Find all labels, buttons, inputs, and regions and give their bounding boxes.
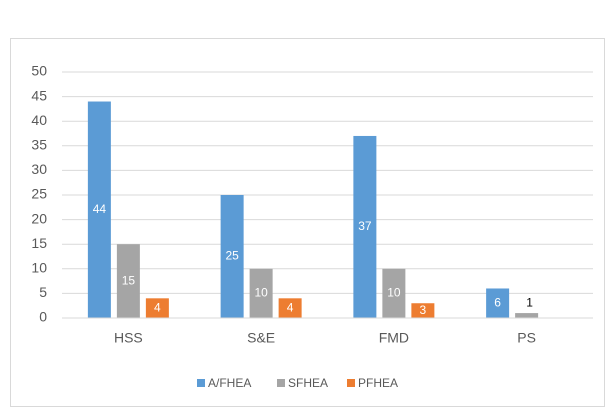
- bar: [145, 298, 169, 318]
- y-tick-label: 35: [31, 137, 47, 153]
- legend-label: PFHEA: [358, 376, 398, 390]
- y-tick-label: 10: [31, 260, 47, 276]
- bar: [382, 268, 406, 318]
- data-label: 37: [358, 219, 372, 233]
- y-tick-label: 20: [31, 210, 47, 226]
- y-tick-label: 25: [31, 186, 47, 202]
- bar: [515, 313, 539, 318]
- legend-swatch: [277, 379, 285, 387]
- data-label: 10: [254, 286, 268, 300]
- y-tick-label: 15: [31, 235, 47, 251]
- bar: [486, 288, 510, 318]
- y-tick-label: 30: [31, 161, 47, 177]
- y-tick-label: 5: [39, 284, 47, 300]
- x-tick-label: HSS: [114, 330, 143, 346]
- x-tick-label: S&E: [247, 330, 275, 346]
- y-tick-label: 0: [39, 309, 47, 325]
- y-tick-label: 40: [31, 112, 47, 128]
- data-label: 3: [420, 303, 427, 317]
- bar: [353, 135, 377, 318]
- data-label: 25: [225, 249, 239, 263]
- data-label: 4: [287, 300, 294, 314]
- bar: [87, 101, 111, 319]
- data-label: 15: [122, 273, 136, 287]
- bar: [249, 268, 273, 318]
- bar: [220, 195, 244, 318]
- data-label: 1: [526, 295, 533, 309]
- data-label: 6: [494, 295, 501, 309]
- legend-label: SFHEA: [288, 376, 328, 390]
- x-tick-label: FMD: [379, 330, 409, 346]
- legend-swatch: [347, 379, 355, 387]
- bar: [116, 244, 140, 318]
- y-tick-label: 50: [31, 63, 47, 79]
- data-label: 44: [93, 202, 107, 216]
- legend-swatch: [197, 379, 205, 387]
- data-label: 4: [154, 300, 161, 314]
- bar: [411, 303, 435, 318]
- x-tick-label: PS: [517, 330, 536, 346]
- legend-label: A/FHEA: [208, 376, 251, 390]
- data-label: 10: [387, 286, 401, 300]
- bar: [278, 298, 302, 318]
- y-tick-label: 45: [31, 87, 47, 103]
